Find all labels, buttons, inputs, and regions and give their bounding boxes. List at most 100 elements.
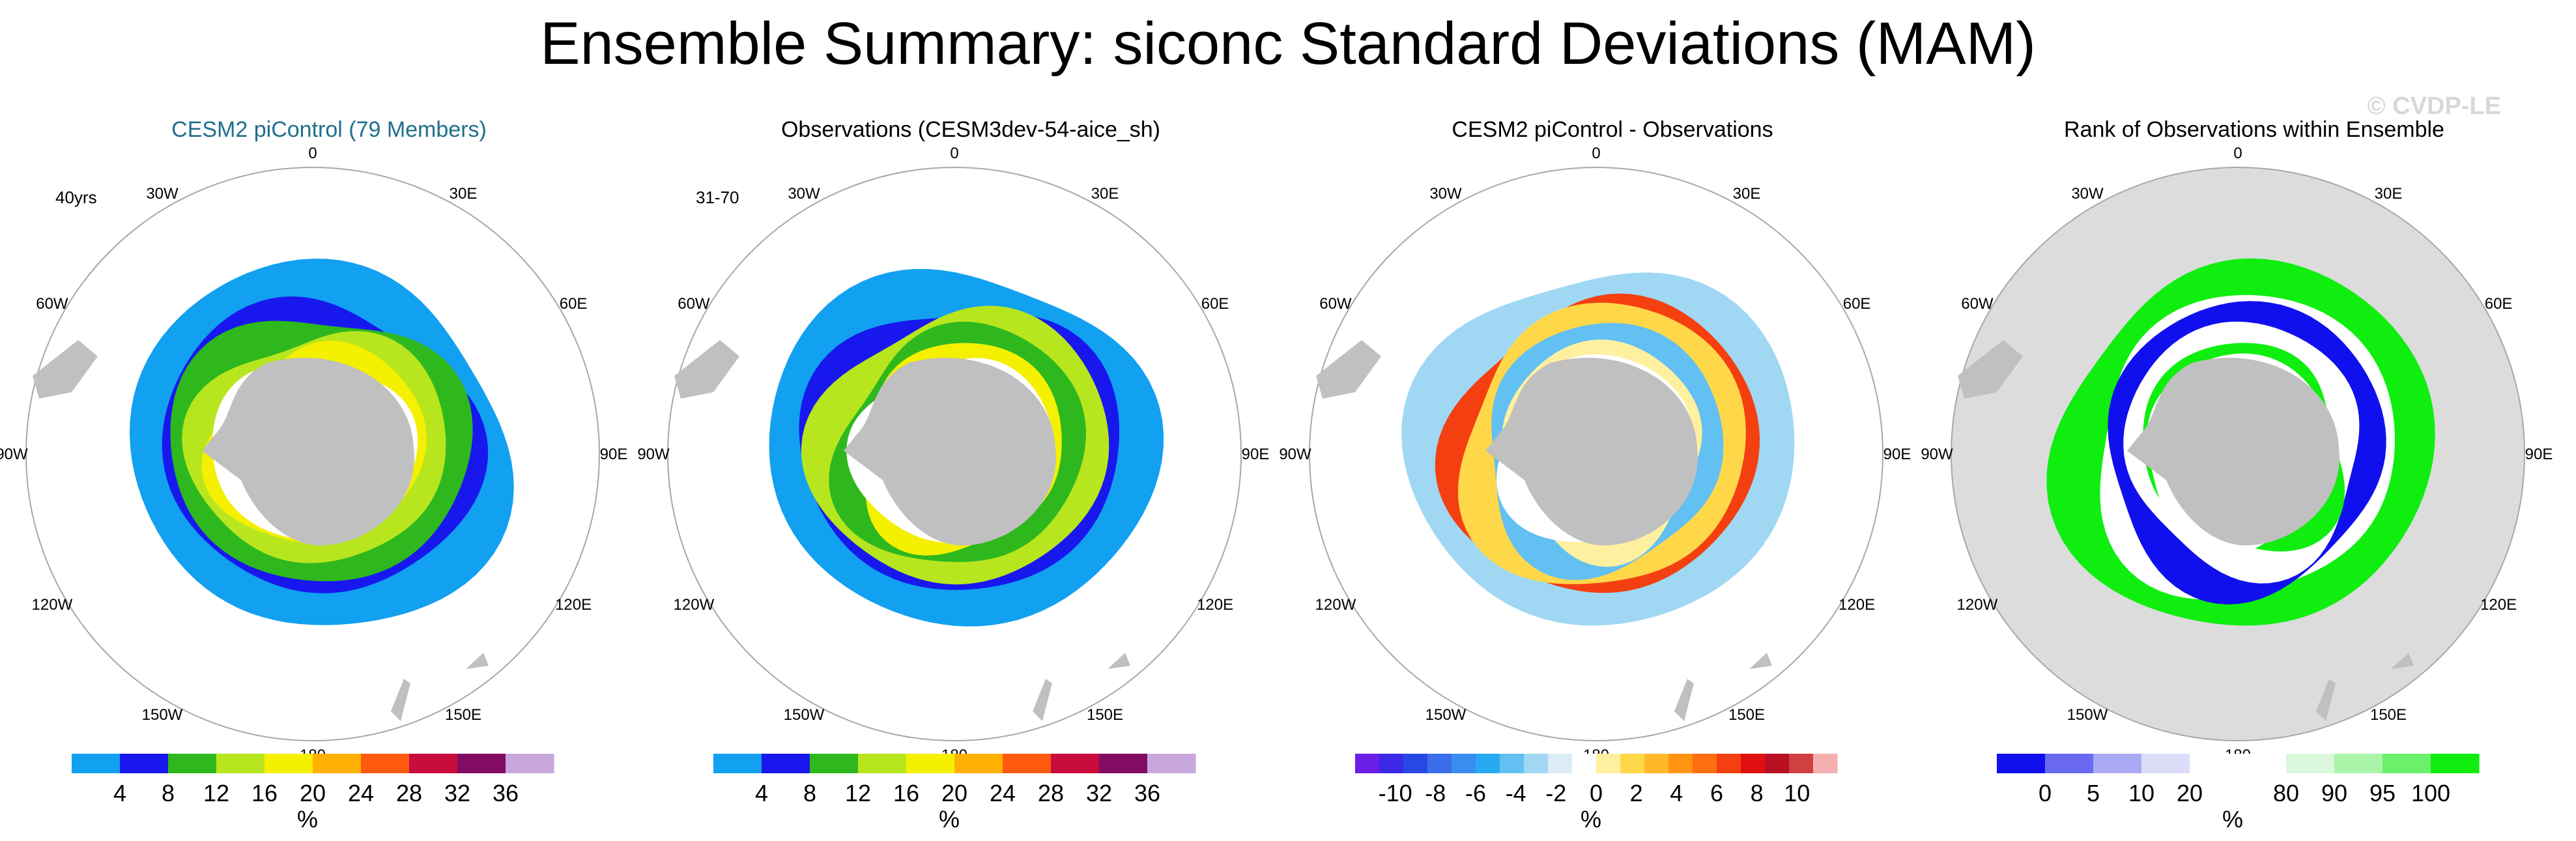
colorbar-swatch	[1500, 754, 1524, 773]
antarctica-land	[1485, 358, 1698, 546]
colorbar-swatch	[361, 754, 410, 773]
colorbar-swatch	[810, 754, 859, 773]
colorbar-tick-label: -2	[1545, 780, 1566, 806]
colorbar-swatch	[1644, 754, 1669, 773]
panel-4-title: Rank of Observations within Ensemble	[2064, 117, 2444, 142]
antarctica-land	[202, 358, 414, 546]
longitude-label: 150E	[2370, 706, 2407, 724]
longitude-label: 90W	[1921, 446, 1953, 463]
colorbar-swatch	[2093, 754, 2142, 773]
longitude-label: 60W	[678, 295, 710, 313]
colorbar-swatch	[2190, 754, 2239, 773]
colorbar-swatch	[313, 754, 362, 773]
colorbar-tick-label: 0	[1590, 780, 1603, 806]
colorbar-swatch	[762, 754, 810, 773]
colorbar-swatch	[1524, 754, 1549, 773]
colorbar-tick-label: 20	[2177, 780, 2203, 806]
colorbar-swatch	[2141, 754, 2190, 773]
antarctica-land	[2127, 358, 2340, 546]
colorbar-swatch	[1147, 754, 1196, 773]
colorbar-swatch	[1813, 754, 1838, 773]
colorbar-swatch	[2286, 754, 2335, 773]
colorbar-swatch	[1620, 754, 1645, 773]
new-zealand-land	[391, 679, 410, 721]
new-zealand-land	[1033, 679, 1052, 721]
colorbar-tick-label: 24	[348, 780, 374, 806]
colorbar-tick-label: 10	[1784, 780, 1810, 806]
colorbar-tick-label: 4	[755, 780, 768, 806]
colorbar-tick-label: 8	[1751, 780, 1764, 806]
longitude-label: 90E	[1242, 446, 1270, 463]
colorbar-swatch	[858, 754, 907, 773]
longitude-label: 90W	[637, 446, 670, 463]
colorbar-swatch	[1427, 754, 1452, 773]
colorbar-swatch	[1693, 754, 1717, 773]
panel-1-title: CESM2 piControl (79 Members)	[171, 117, 487, 142]
longitude-label: 90W	[0, 446, 28, 463]
longitude-label: 60E	[1201, 295, 1229, 313]
colorbar-swatch	[1997, 754, 2046, 773]
colorbar-tick-label: 4	[1670, 780, 1683, 806]
colorbar-swatch	[1668, 754, 1693, 773]
colorbar-swatch	[1355, 754, 1380, 773]
colorbar-swatch	[713, 754, 762, 773]
colorbar-tick-label: 4	[113, 780, 126, 806]
colorbar-swatch	[1476, 754, 1500, 773]
longitude-label: 60E	[1843, 295, 1871, 313]
colorbar-swatch	[1717, 754, 1741, 773]
colorbar-swatch	[1003, 754, 1052, 773]
colorbar-swatch	[1596, 754, 1621, 773]
south-america-land	[674, 340, 739, 399]
colorbar-swatch	[1765, 754, 1790, 773]
colorbar-swatch	[1379, 754, 1404, 773]
new-zealand-land	[2316, 679, 2336, 721]
longitude-label: 0	[308, 145, 317, 162]
colorbar-swatch	[216, 754, 265, 773]
longitude-label: 0	[2233, 145, 2242, 162]
longitude-label: 30E	[1733, 185, 1761, 203]
map-panel-4: 030E60E90E120E150E180150W120W90W60W30W05…	[1921, 145, 2553, 833]
south-america-land	[33, 340, 98, 399]
colorbar-tick-label: 28	[396, 780, 422, 806]
panel-1-period-label: 40yrs	[55, 188, 97, 207]
colorbar-tick-label: 90	[2321, 780, 2347, 806]
colorbar-swatch	[409, 754, 458, 773]
colorbar-tick-label: 20	[300, 780, 326, 806]
colorbar-swatch	[1741, 754, 1766, 773]
colorbar-swatch	[265, 754, 313, 773]
colorbar-tick-label: 100	[2411, 780, 2450, 806]
colorbar-tick-label: 16	[251, 780, 278, 806]
australia-land	[2391, 653, 2414, 669]
colorbar-swatch	[906, 754, 955, 773]
colorbar-swatch	[2045, 754, 2094, 773]
longitude-label: 30W	[1429, 185, 1462, 203]
colorbar-units: %	[2222, 806, 2243, 833]
figure-title: Ensemble Summary: siconc Standard Deviat…	[540, 10, 2036, 77]
colorbar-units: %	[939, 806, 960, 833]
longitude-label: 150W	[784, 706, 825, 724]
south-america-land	[1958, 340, 2023, 399]
colorbar-swatch	[120, 754, 169, 773]
longitude-label: 120W	[674, 596, 715, 614]
longitude-label: 30W	[146, 185, 179, 203]
colorbar-swatch	[2431, 754, 2480, 773]
panel-3-title: CESM2 piControl - Observations	[1452, 117, 1773, 142]
colorbar-tick-label: -8	[1425, 780, 1446, 806]
colorbar-tick-label: 8	[803, 780, 816, 806]
longitude-label: 120W	[32, 596, 73, 614]
colorbar-tick-label: 28	[1038, 780, 1064, 806]
longitude-label: 30E	[1091, 185, 1119, 203]
longitude-label: 150W	[142, 706, 183, 724]
longitude-label: 60W	[1319, 295, 1352, 313]
new-zealand-land	[1674, 679, 1694, 721]
longitude-label: 30W	[2071, 185, 2104, 203]
colorbar-tick-label: 16	[893, 780, 919, 806]
longitude-label: 60W	[36, 295, 68, 313]
colorbar-tick-label: -6	[1465, 780, 1486, 806]
colorbar-tick-label: 8	[162, 780, 175, 806]
colorbar-tick-label: 24	[990, 780, 1016, 806]
longitude-label: 150W	[1425, 706, 1467, 724]
colorbar-tick-label: 32	[1086, 780, 1112, 806]
map-panel-1: 030E60E90E120E150E180150W120W90W60W30W48…	[0, 145, 627, 833]
